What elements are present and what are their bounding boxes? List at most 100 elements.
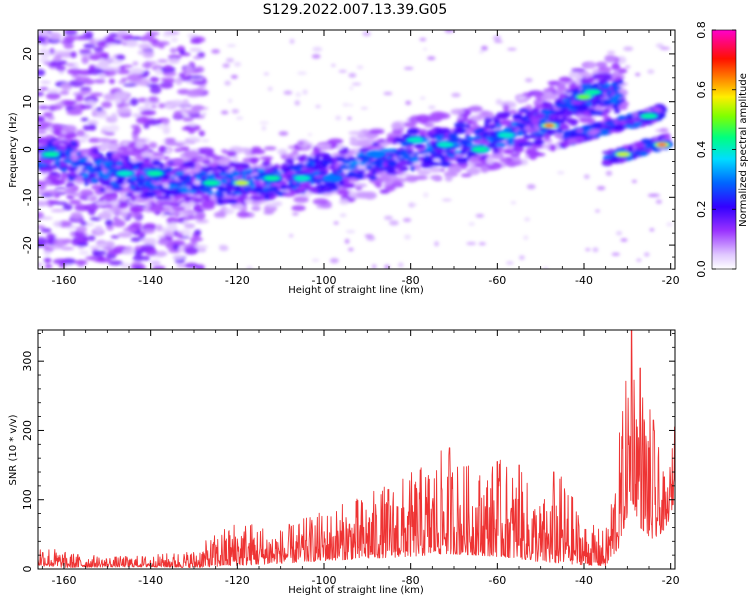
spectrogram-cell	[122, 163, 132, 168]
spectrogram-cell	[105, 43, 119, 47]
spectrogram-cell	[79, 104, 93, 110]
spectrogram-cell	[43, 189, 60, 196]
spectrogram-cell	[347, 116, 352, 121]
spectrogram-cell	[349, 136, 357, 142]
spectrogram-cell	[351, 82, 362, 86]
spectrogram-cell	[51, 124, 64, 131]
spectrogram-cell	[583, 136, 593, 141]
spectrogram-cell	[289, 38, 295, 44]
spectrogram-cell	[132, 61, 139, 66]
x-tick-label: -120	[225, 574, 250, 587]
spectrogram-cell	[316, 178, 324, 183]
spectrogram-cell	[249, 178, 254, 182]
spectrogram-cell	[525, 147, 537, 153]
spectrogram-cell	[48, 105, 62, 111]
spectrogram-cell	[265, 183, 272, 187]
spectrogram-cell	[111, 59, 123, 65]
spectrogram-cell	[447, 168, 457, 173]
spectrogram-cell	[182, 98, 190, 107]
spectrogram-cell	[432, 154, 438, 159]
spectrogram-cell	[366, 235, 376, 241]
spectrogram-cell	[595, 61, 608, 68]
spectrogram-cell	[231, 109, 240, 114]
spectrogram-cell	[60, 246, 75, 251]
spectrogram-cell	[292, 212, 299, 216]
spectrogram-cell	[157, 59, 169, 63]
spectrogram-cell	[97, 242, 108, 249]
spectrogram-cell	[196, 212, 205, 220]
spectrogram-cell	[362, 31, 371, 37]
colorbar-tick-label: 0.4	[695, 141, 708, 159]
spectrogram-cell	[543, 103, 553, 108]
spectrogram-cell	[322, 162, 329, 168]
spectrogram-cell	[60, 83, 71, 89]
spectrogram-cell	[97, 60, 110, 68]
spectrogram-cell	[303, 167, 311, 173]
spectrogram-cell	[157, 239, 170, 245]
spectrogram-cell	[396, 163, 403, 169]
spectrogram-cell	[596, 186, 606, 191]
spectrogram-cell	[38, 57, 50, 63]
spectrogram-cell	[49, 171, 59, 175]
x-tick-label: -80	[402, 574, 420, 587]
spectrogram-cell	[480, 155, 487, 159]
spectrogram-cell	[456, 118, 468, 123]
spectrogram-cell	[190, 40, 202, 44]
snr-data	[38, 330, 675, 569]
spectrogram-cell	[297, 140, 305, 146]
x-tick-label: -20	[662, 274, 680, 287]
spectrogram-cell	[81, 173, 89, 178]
spectrogram-cell	[190, 237, 198, 244]
spectrogram-cell	[612, 125, 624, 130]
spectrogram-cell	[201, 112, 207, 116]
spectrogram-cell	[524, 125, 531, 131]
spectrogram-cell	[495, 111, 509, 119]
spectrogram-cell	[185, 108, 201, 115]
spectrogram-cell	[428, 105, 436, 110]
spectrogram-cell	[215, 190, 220, 196]
spectrogram-cell	[99, 72, 106, 80]
spectrogram-cell	[537, 138, 543, 146]
spectrogram-cell	[169, 47, 178, 54]
spectrogram-cell	[184, 209, 196, 214]
spectrogram-cell	[264, 188, 269, 194]
spectrogram-cell	[543, 109, 551, 116]
spectrogram-cell	[57, 60, 68, 66]
spectrogram-cell	[133, 165, 139, 171]
spectrogram-cell	[385, 156, 392, 159]
spectrogram-cell	[493, 119, 501, 125]
spectrogram-cell	[465, 124, 471, 129]
spectrogram-cell	[251, 206, 261, 212]
spectrogram-cell	[402, 154, 411, 159]
spectrogram-cell	[420, 96, 426, 100]
spectrogram-cell	[287, 184, 295, 188]
spectrogram-cell	[335, 170, 343, 174]
spectrogram-cell	[617, 115, 627, 122]
spectrogram-cell	[97, 212, 112, 220]
spectrogram-cell	[282, 192, 296, 197]
spectrogram-cell	[471, 155, 481, 163]
spectrogram-cell	[267, 86, 273, 92]
spectrogram-cell	[261, 125, 267, 131]
x-tick-label: -60	[488, 274, 506, 287]
spectrogram-cell	[173, 110, 182, 118]
spectrogram-cell	[121, 77, 128, 82]
spectrogram-cell	[38, 129, 47, 135]
spectrogram-cell	[149, 85, 162, 94]
spectrogram-cell	[428, 167, 442, 173]
spectrogram-cell	[342, 183, 355, 189]
spectrogram-cell	[281, 163, 289, 170]
spectrogram-cell	[114, 90, 129, 99]
colorbar-tick-label: 0.6	[695, 81, 708, 99]
spectrogram-cell	[164, 138, 176, 142]
spectrogram-cell	[467, 106, 483, 112]
spectrogram-cell	[181, 163, 192, 167]
spectrogram-cell	[129, 206, 145, 213]
spectrogram-cell	[514, 138, 527, 143]
spectrogram-cell	[265, 158, 271, 165]
spectrogram-cell	[49, 32, 62, 41]
spectrogram-cell	[189, 47, 202, 52]
spectrogram-cell	[141, 62, 153, 69]
spectrogram-cell	[183, 150, 200, 159]
